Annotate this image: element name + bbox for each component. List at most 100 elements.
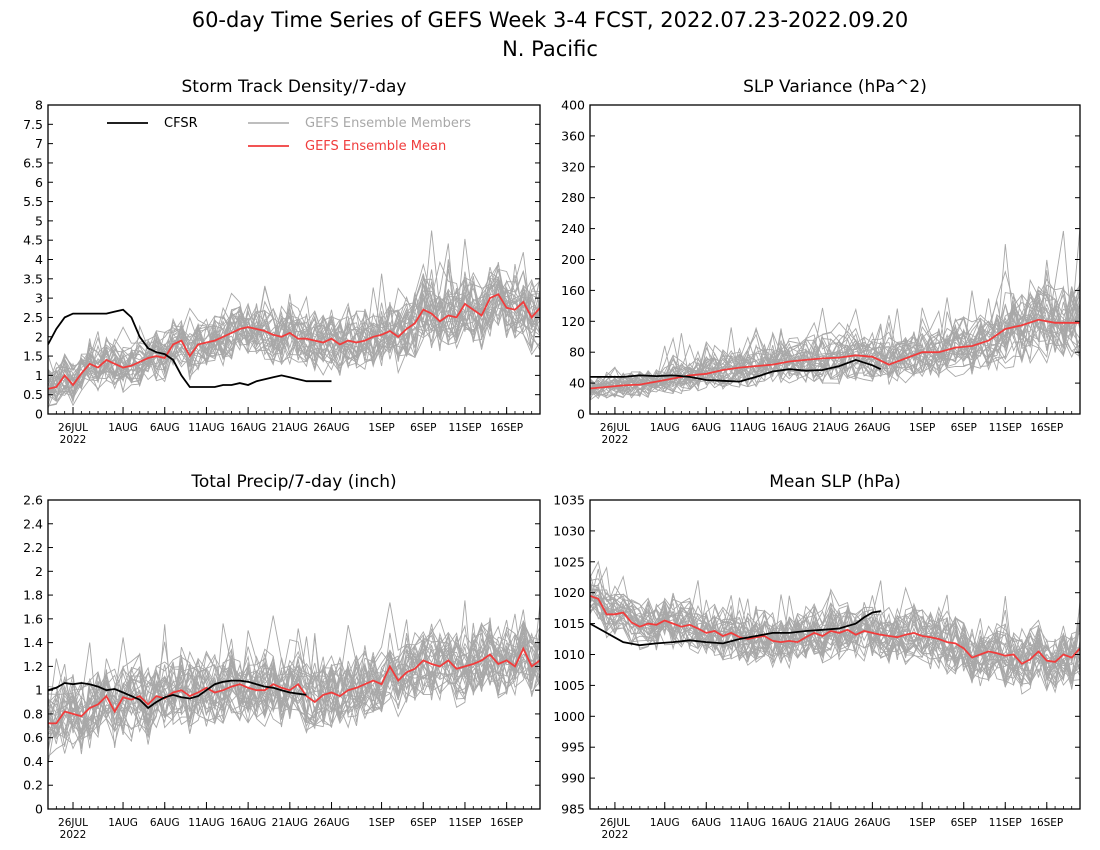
y-tick-label: 5 <box>35 213 43 228</box>
plot-area <box>48 600 540 764</box>
ensemble-member-line <box>48 283 540 391</box>
ensemble-mean-line <box>48 293 540 390</box>
ensemble-member-line <box>590 286 1080 391</box>
x-tick-label: 21AUG <box>272 422 308 434</box>
x-tick-label: 16SEP <box>1030 422 1063 434</box>
y-tick-label: 2 <box>35 329 43 344</box>
x-tick-label: 11SEP <box>989 422 1022 434</box>
y-tick-label: 40 <box>569 376 585 391</box>
y-tick-label: 0.8 <box>23 706 43 721</box>
ensemble-member-line <box>590 582 1080 687</box>
x-tick-label: 11AUG <box>188 422 224 434</box>
y-tick-label: 1.2 <box>23 659 43 674</box>
y-tick-label: 80 <box>569 345 585 360</box>
panel-precip: Total Precip/7-day (inch)00.20.40.60.811… <box>23 472 541 841</box>
x-tick-label: 21AUG <box>813 817 849 829</box>
ensemble-member-line <box>590 290 1080 395</box>
y-tick-label: 6.5 <box>23 155 43 170</box>
x-tick-label: 1AUG <box>650 422 680 434</box>
cfsr-line <box>48 308 332 388</box>
x-tick-label: 11AUG <box>730 422 766 434</box>
panel-title: SLP Variance (hPa^2) <box>743 77 927 97</box>
y-tick-label: 985 <box>561 802 585 817</box>
x-tick-label: 21AUG <box>272 817 308 829</box>
x-tick-label: 6SEP <box>410 422 436 434</box>
y-tick-label: 120 <box>561 314 585 329</box>
plot-frame <box>47 499 541 810</box>
x-tick-label: 1SEP <box>368 817 394 829</box>
x-tick-label: 16SEP <box>490 817 523 829</box>
x-tick-label: 26JUL <box>58 817 88 829</box>
y-tick-label: 280 <box>561 190 585 205</box>
plot-area <box>48 230 540 409</box>
y-tick-label: 3.5 <box>23 271 43 286</box>
y-tick-label: 995 <box>561 740 585 755</box>
ensemble-member-line <box>590 584 1080 677</box>
x-tick-label: 26JUL <box>58 422 88 434</box>
x-tick-label: 11SEP <box>989 817 1022 829</box>
x-tick-sublabel: 2022 <box>60 434 87 446</box>
ensemble-member-line <box>48 627 540 750</box>
y-tick-label: 4.5 <box>23 233 43 248</box>
y-tick-label: 0.5 <box>23 387 43 402</box>
y-tick-label: 1020 <box>553 585 585 600</box>
ensemble-mean-line <box>590 318 1080 390</box>
x-tick-label: 1AUG <box>108 817 138 829</box>
figure-title: 60-day Time Series of GEFS Week 3-4 FCST… <box>192 8 909 32</box>
figure-subtitle: N. Pacific <box>502 37 598 61</box>
panel-mslp: Mean SLP (hPa) 985 990 995 1000 1005 1010 1015 1… <box>553 472 1081 841</box>
x-tick-sublabel: 2022 <box>602 434 629 446</box>
x-tick-label: 16SEP <box>490 422 523 434</box>
ensemble-member-line <box>48 261 540 402</box>
y-tick-label: 320 <box>561 159 585 174</box>
panel-title: Storm Track Density/7-day <box>182 77 407 97</box>
ensemble-member-line <box>590 284 1080 394</box>
ensemble-member-line <box>48 230 540 396</box>
panel-slpvar: SLP Variance (hPa^2) 0 40 80 120 160 200 240 280… <box>561 77 1081 446</box>
x-tick-label: 1SEP <box>909 422 935 434</box>
y-tick-label: 400 <box>561 98 585 113</box>
y-tick-label: 2.4 <box>23 516 43 531</box>
y-tick-label: 8 <box>35 98 43 113</box>
ensemble-member-line <box>590 304 1080 397</box>
ensemble-member-line <box>48 627 540 735</box>
panel-title: Total Precip/7-day (inch) <box>190 472 396 492</box>
ensemble-member-line <box>48 266 540 400</box>
y-tick-label: 1010 <box>553 647 585 662</box>
x-tick-sublabel: 2022 <box>602 829 629 841</box>
ensemble-mean-line <box>48 646 540 725</box>
ensemble-member-line <box>590 566 1080 681</box>
y-tick-label: 1030 <box>553 523 585 538</box>
y-tick-label: 2 <box>35 564 43 579</box>
x-tick-label: 16AUG <box>230 817 266 829</box>
y-tick-label: 1025 <box>553 554 585 569</box>
ensemble-member-line <box>48 262 540 394</box>
y-tick-label: 1 <box>35 683 43 698</box>
ensemble-mean-line <box>590 594 1080 665</box>
x-tick-label: 6SEP <box>951 817 977 829</box>
plot-area <box>590 560 1080 695</box>
y-tick-label: 7 <box>35 136 43 151</box>
x-tick-sublabel: 2022 <box>60 829 87 841</box>
x-tick-label: 16AUG <box>771 817 807 829</box>
y-tick-label: 1.4 <box>23 635 43 650</box>
y-tick-label: 1015 <box>553 616 585 631</box>
ensemble-member-line <box>48 609 540 758</box>
ensemble-member-line <box>48 238 540 401</box>
y-tick-label: 0.2 <box>23 778 43 793</box>
ensemble-member-line <box>48 620 540 736</box>
y-tick-label: 1.8 <box>23 588 43 603</box>
x-tick-label: 1SEP <box>368 422 394 434</box>
ensemble-member-line <box>48 262 540 395</box>
cfsr-line <box>590 358 882 383</box>
plot-area <box>590 227 1080 401</box>
y-tick-label: 4 <box>35 252 43 267</box>
x-tick-label: 6AUG <box>150 422 180 434</box>
y-tick-label: 5.5 <box>23 194 43 209</box>
x-tick-label: 6SEP <box>951 422 977 434</box>
panel-storm: Storm Track Density/7-day 0 0.5 1 1.5 2 2.5 3 3.… <box>23 77 541 446</box>
ensemble-member-line <box>48 619 540 752</box>
panel-title: Mean SLP (hPa) <box>769 472 901 492</box>
y-tick-label: 7.5 <box>23 117 43 132</box>
x-tick-label: 16AUG <box>771 422 807 434</box>
